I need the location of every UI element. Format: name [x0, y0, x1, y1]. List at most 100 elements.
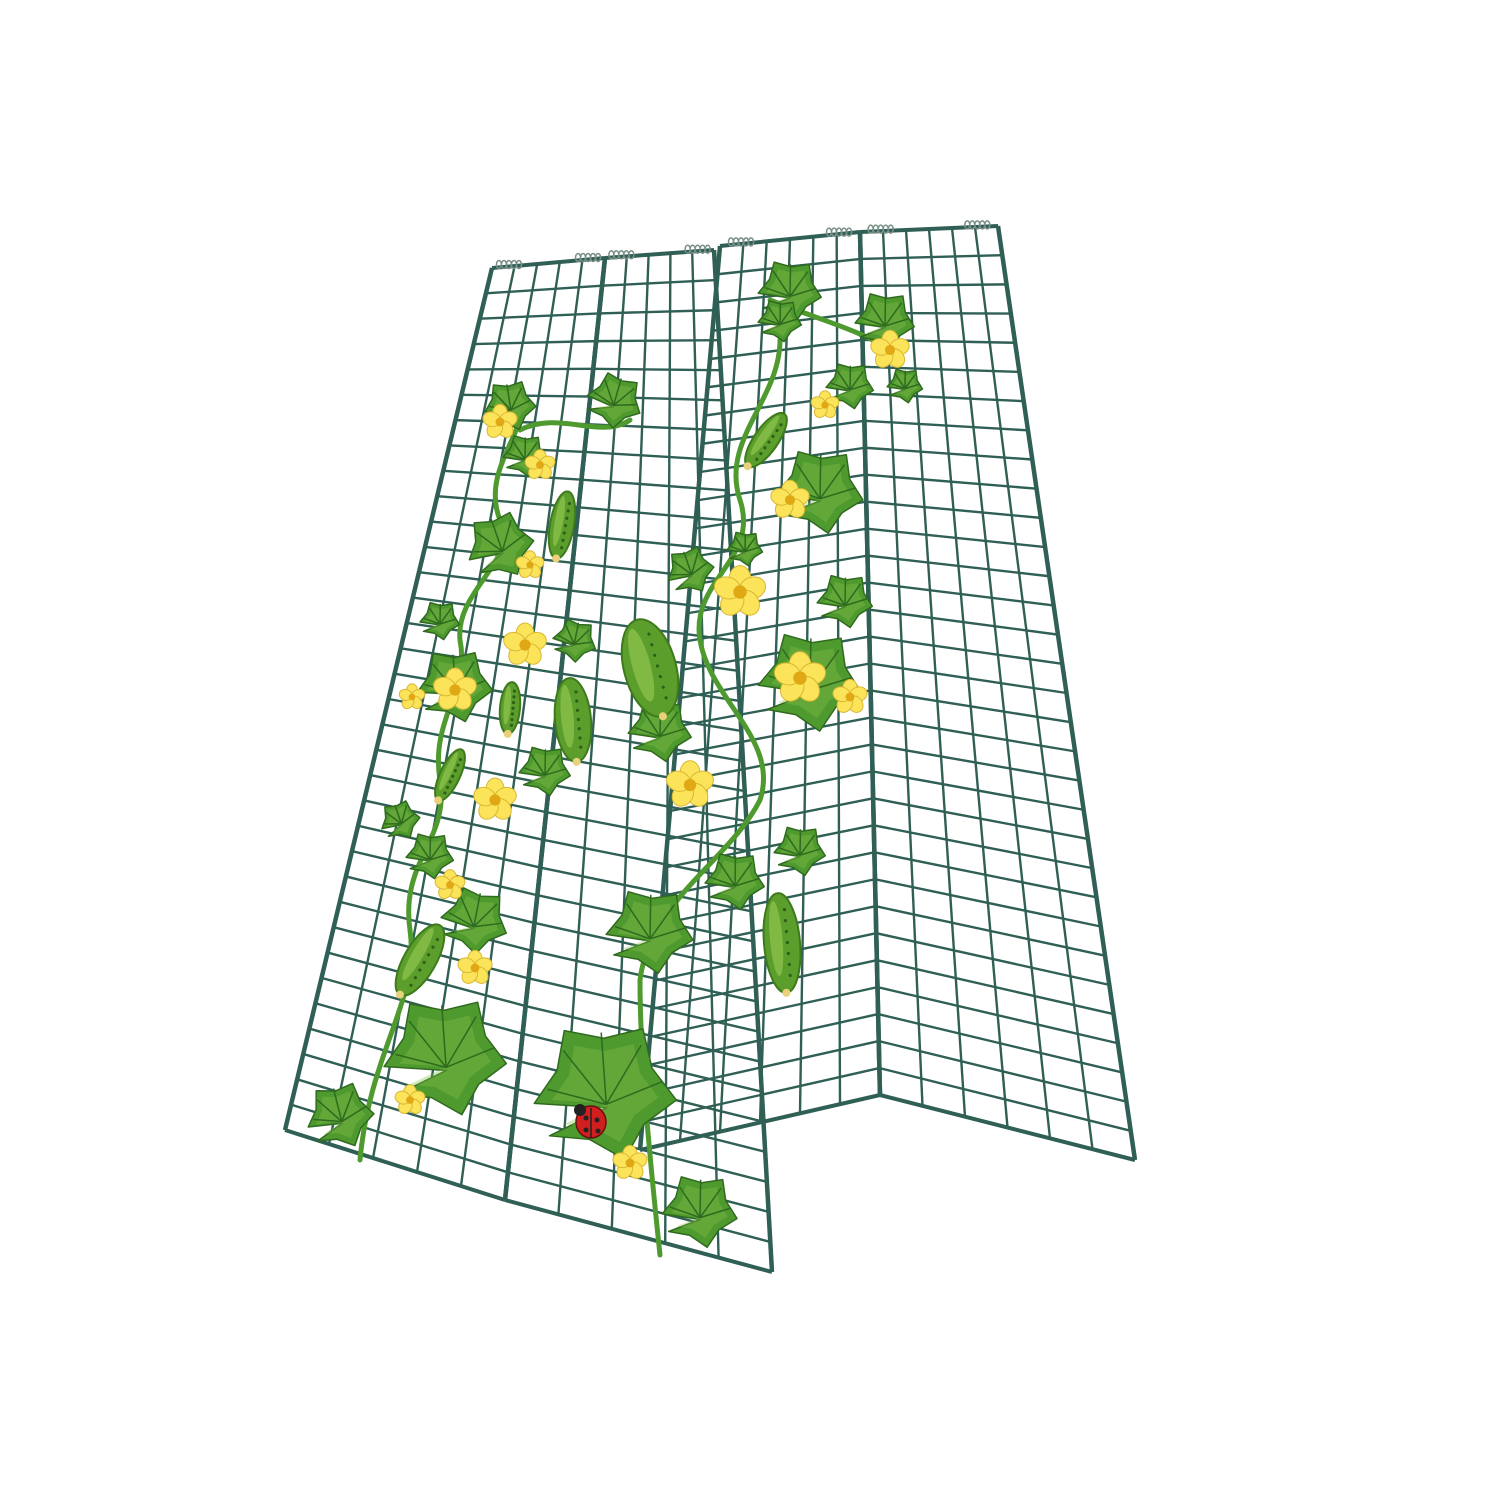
cucumber-bump	[511, 700, 516, 705]
cucumber-bump	[409, 983, 413, 987]
leaf-vein	[904, 374, 916, 390]
leaf-vein	[475, 531, 503, 552]
cucumber-tip	[434, 796, 443, 805]
leaf-vein	[796, 463, 821, 500]
leaf-vein	[501, 519, 512, 552]
cucumber-bump	[664, 696, 668, 700]
leaf-vein	[501, 533, 526, 552]
cucumber-bump	[782, 908, 787, 912]
leaf-vein	[400, 813, 416, 825]
trellis-wire	[284, 1128, 506, 1202]
leaf-vein	[764, 286, 791, 298]
cucumber-bump	[458, 757, 463, 762]
leaf-highlight	[316, 1091, 366, 1138]
cucumber-tip	[552, 554, 561, 563]
leaf-vein	[408, 1020, 447, 1068]
leaf-vein	[332, 1088, 343, 1122]
leaf-vein	[683, 551, 693, 575]
flower-icon	[473, 777, 517, 820]
trellis-wire	[473, 339, 597, 346]
leaf-icon	[757, 261, 822, 323]
hinge-spring	[845, 227, 853, 237]
trellis-wire	[507, 1171, 771, 1244]
leaf-vein	[734, 862, 753, 887]
hinge-spring	[887, 224, 894, 234]
leaf-vein	[699, 1207, 731, 1219]
cucumber-bump	[418, 968, 422, 972]
cucumber-bump	[456, 763, 460, 767]
trellis-wire	[599, 308, 718, 315]
leaf-vein	[762, 317, 781, 326]
leaf-vein	[562, 1049, 607, 1105]
leaf-vein	[593, 391, 614, 407]
trellis-wire	[467, 367, 594, 371]
trellis-wire	[950, 227, 1052, 1139]
leaf-vein	[506, 384, 512, 411]
leaf-icon	[627, 701, 692, 763]
leaf-vein	[679, 1186, 701, 1219]
leaf-icon	[757, 300, 803, 343]
cucumber-bump	[563, 524, 568, 528]
flower-icon	[394, 1084, 426, 1114]
leaf-vein	[884, 295, 887, 327]
cucumber-icon	[620, 618, 680, 721]
leaf-vein	[744, 537, 756, 553]
hinge-spring	[628, 250, 635, 260]
cucumber-bump	[767, 440, 771, 444]
leaf-vein	[547, 1088, 607, 1106]
cucumber-icon	[762, 892, 802, 997]
cucumber-highlight	[560, 684, 575, 748]
leaf-vein	[890, 382, 906, 390]
cucumber-bump	[653, 653, 657, 657]
leaf-vein	[448, 911, 475, 928]
ladybug-icon	[574, 1104, 607, 1139]
cucumber-bump	[443, 791, 447, 795]
flower-icon	[666, 760, 714, 807]
cucumber-highlight	[750, 415, 780, 456]
leaf-vein	[690, 552, 699, 575]
cucumber-bump	[431, 945, 435, 949]
cucumber-vines	[307, 261, 924, 1258]
flower-icon	[434, 869, 466, 899]
trellis-wire	[995, 225, 1138, 1161]
cucumber-bump	[575, 708, 580, 712]
leaf-vein	[789, 271, 809, 297]
leaf-icon	[667, 546, 715, 592]
leaf-vein	[524, 767, 546, 776]
trellis-wire	[691, 251, 720, 1258]
trellis-wire	[569, 589, 735, 612]
leaf-vein	[439, 618, 457, 625]
leaf-vein	[779, 318, 798, 326]
leaf-highlight	[449, 895, 499, 946]
leaf-vein	[836, 370, 851, 391]
cucumber-bump	[658, 675, 662, 679]
leaf-highlight	[673, 552, 708, 586]
leaf-icon	[825, 363, 875, 410]
trellis-wire	[718, 241, 768, 1132]
cucumber-tip	[396, 990, 404, 999]
cucumber-bump	[655, 664, 660, 668]
leaf-icon	[704, 853, 765, 911]
flower-icon	[482, 403, 518, 438]
flower-center	[526, 561, 534, 569]
leaf-vein	[429, 853, 450, 861]
vine-stem	[517, 417, 633, 433]
leaf-vein	[822, 597, 846, 607]
cucumber-tip	[743, 462, 752, 471]
trellis-wire	[282, 267, 495, 1131]
leaf-vein	[829, 582, 846, 607]
leaf-icon	[726, 531, 764, 567]
leaf-vein	[699, 1187, 722, 1219]
trellis-wire	[545, 810, 749, 853]
cucumber-highlight	[439, 752, 458, 791]
leaf-vein	[744, 546, 760, 553]
trellis-wire	[584, 450, 727, 462]
leaf-blade	[381, 800, 421, 838]
leaf-vein	[473, 550, 503, 553]
leaf-vein	[423, 617, 441, 625]
trellis-wire	[678, 243, 745, 1141]
leaf-vein	[410, 852, 431, 861]
cucumber-bump	[422, 960, 426, 965]
cucumber-bump	[566, 509, 570, 513]
leaf-vein	[699, 1179, 702, 1218]
